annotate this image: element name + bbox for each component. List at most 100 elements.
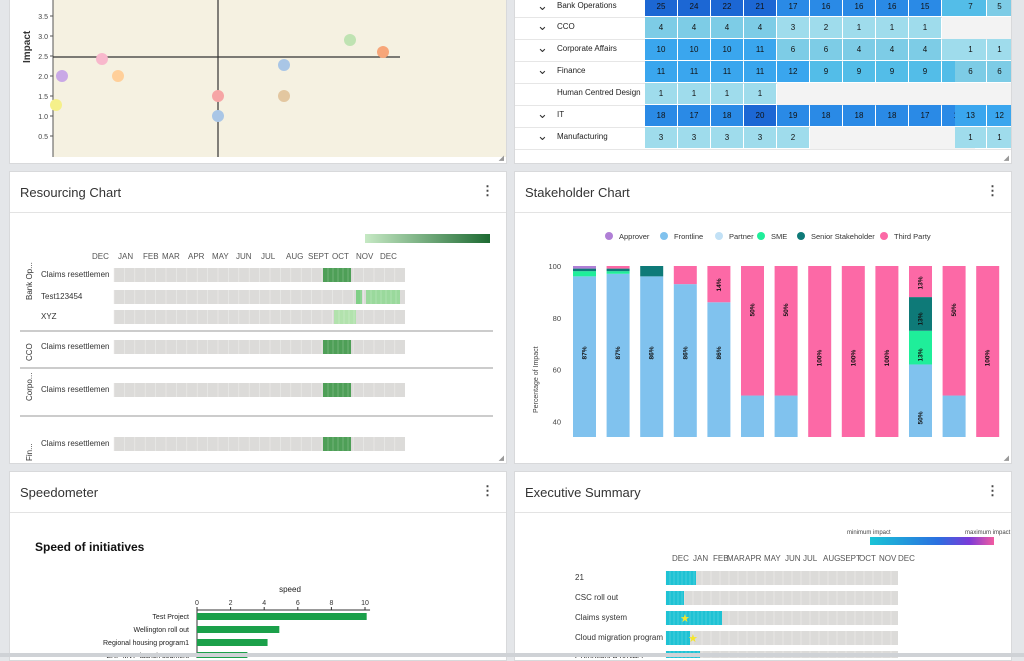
heatmap-cell[interactable]: 1 <box>955 127 986 148</box>
stacked-bar-segment[interactable] <box>808 266 832 437</box>
stacked-bar-segment[interactable] <box>976 266 1000 437</box>
stacked-bar-segment[interactable] <box>640 266 664 277</box>
heatmap-cell[interactable] <box>909 83 942 105</box>
heatmap-cell[interactable]: 11 <box>744 39 776 60</box>
heatmap-cell[interactable]: 18 <box>843 105 875 126</box>
heatmap-cell[interactable]: 2 <box>777 127 809 148</box>
heatmap-cell[interactable]: 4 <box>843 39 875 60</box>
chevron-down-icon[interactable]: ⌄ <box>537 128 548 143</box>
heatmap-cell[interactable]: 1 <box>909 17 941 38</box>
milestone-star-icon[interactable]: ★ <box>680 613 690 625</box>
resourcing-allocation-bar[interactable] <box>323 437 351 451</box>
heatmap-cell[interactable]: 4 <box>876 39 908 60</box>
heatmap-cell[interactable]: 17 <box>777 0 809 16</box>
heatmap-cell[interactable]: 3 <box>645 127 677 148</box>
heatmap-cell[interactable]: 16 <box>843 0 875 16</box>
heatmap-cell[interactable]: 10 <box>678 39 710 60</box>
scatter-point[interactable] <box>278 90 290 102</box>
scatter-point[interactable] <box>377 46 389 58</box>
heatmap-cell[interactable] <box>909 127 942 149</box>
stacked-bar-segment[interactable] <box>707 266 731 303</box>
stacked-bar-segment[interactable] <box>909 330 932 365</box>
heatmap-cell[interactable]: 20 <box>744 105 776 126</box>
heatmap-cell[interactable]: 9 <box>843 61 875 82</box>
stacked-bar-segment[interactable] <box>573 268 596 272</box>
heatmap-cell[interactable]: 24 <box>678 0 710 16</box>
heatmap-cell[interactable]: 18 <box>876 105 908 126</box>
scatter-point[interactable] <box>278 59 290 71</box>
table-row[interactable]: ⌄Corporate Affairs1010101166444111 <box>515 39 1011 62</box>
heatmap-cell[interactable]: 17 <box>909 105 941 126</box>
heatmap-cell[interactable]: 4 <box>909 39 941 60</box>
heatmap-cell[interactable] <box>955 83 987 105</box>
heatmap-cell[interactable]: 11 <box>645 61 677 82</box>
heatmap-cell[interactable]: 21 <box>744 0 776 16</box>
resourcing-allocation-bar[interactable] <box>323 340 351 354</box>
stacked-bar-segment[interactable] <box>573 276 596 437</box>
table-row[interactable]: ⌄Bank Operations252422211716161615975 <box>515 0 1011 18</box>
heatmap-cell[interactable]: 12 <box>987 105 1011 126</box>
heatmap-cell[interactable]: 1 <box>876 17 908 38</box>
heatmap-cell[interactable]: 25 <box>645 0 677 16</box>
resize-handle[interactable]: ◢ <box>1003 455 1009 462</box>
stacked-bar-segment[interactable] <box>673 284 697 437</box>
table-row[interactable]: ⌄ Manufacturing 3 3 3 3 2 1 1 <box>515 127 1011 150</box>
resize-handle[interactable]: ◢ <box>498 155 504 162</box>
heatmap-cell[interactable]: 11 <box>678 61 710 82</box>
heatmap-cell[interactable] <box>987 17 1011 39</box>
heatmap-cell[interactable] <box>843 83 876 105</box>
heatmap-cell[interactable]: 1 <box>987 39 1011 60</box>
scatter-point[interactable] <box>212 110 224 122</box>
heatmap-cell[interactable]: 4 <box>678 17 710 38</box>
heatmap-cell[interactable]: 4 <box>645 17 677 38</box>
scatter-point[interactable] <box>112 70 124 82</box>
heatmap-cell[interactable]: 2 <box>810 17 842 38</box>
heatmap-cell[interactable]: 1 <box>678 83 710 104</box>
horizontal-scrollbar[interactable] <box>0 653 1024 657</box>
speed-bar[interactable] <box>197 639 268 646</box>
stacked-bar-segment[interactable] <box>909 266 932 298</box>
table-row[interactable]: Human Centred Design 1 1 1 1 <box>515 83 1011 106</box>
stacked-bar-segment[interactable] <box>606 266 630 269</box>
heatmap-cell[interactable]: 6 <box>955 61 986 82</box>
table-row[interactable]: ⌄Finance11111111129999866 <box>515 61 1011 84</box>
stacked-bar-segment[interactable] <box>707 302 731 437</box>
more-options-icon[interactable]: ⋮ <box>986 483 999 498</box>
resourcing-allocation-bar[interactable] <box>334 310 356 324</box>
heatmap-cell[interactable] <box>955 17 987 39</box>
chevron-down-icon[interactable]: ⌄ <box>537 106 548 121</box>
heatmap-cell[interactable] <box>810 127 843 149</box>
stacked-bar-segment[interactable] <box>741 266 764 396</box>
heatmap-cell[interactable]: 18 <box>645 105 677 126</box>
heatmap-cell[interactable]: 1 <box>744 83 776 104</box>
heatmap-cell[interactable]: 9 <box>810 61 842 82</box>
stacked-bar-segment[interactable] <box>942 266 966 396</box>
stacked-bar-segment[interactable] <box>909 297 932 331</box>
heatmap-cell[interactable]: 3 <box>711 127 743 148</box>
heatmap-cell[interactable]: 3 <box>744 127 776 148</box>
heatmap-cell[interactable]: 6 <box>810 39 842 60</box>
impact-bar[interactable] <box>666 571 696 585</box>
stacked-bar-segment[interactable] <box>573 271 596 277</box>
heatmap-cell[interactable]: 7 <box>955 0 986 16</box>
stacked-bar-segment[interactable] <box>875 266 899 437</box>
heatmap-cell[interactable]: 3 <box>777 17 809 38</box>
stacked-bar-segment[interactable] <box>841 266 865 437</box>
heatmap-cell[interactable]: 10 <box>711 39 743 60</box>
chevron-down-icon[interactable]: ⌄ <box>537 62 548 77</box>
stacked-bar-segment[interactable] <box>673 266 697 285</box>
milestone-star-icon[interactable]: ★ <box>688 633 698 645</box>
heatmap-cell[interactable]: 1 <box>955 39 986 60</box>
impact-bar[interactable] <box>666 611 722 625</box>
scatter-point[interactable] <box>96 53 108 65</box>
heatmap-cell[interactable] <box>876 83 909 105</box>
resourcing-allocation-bar[interactable] <box>323 383 351 397</box>
stacked-bar-segment[interactable] <box>774 395 798 437</box>
heatmap-cell[interactable]: 6 <box>987 61 1011 82</box>
stacked-bar-segment[interactable] <box>909 364 932 437</box>
scatter-point[interactable] <box>344 34 356 46</box>
heatmap-cell[interactable]: 4 <box>711 17 743 38</box>
heatmap-cell[interactable] <box>777 83 810 105</box>
heatmap-cell[interactable]: 16 <box>810 0 842 16</box>
heatmap-cell[interactable]: 1 <box>843 17 875 38</box>
